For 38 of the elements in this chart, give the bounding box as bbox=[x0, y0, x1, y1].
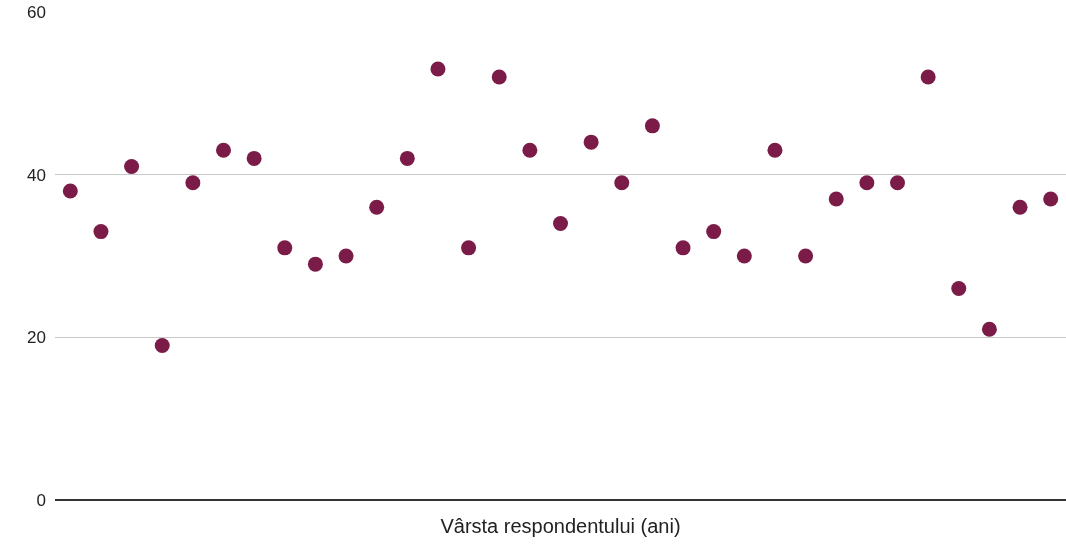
y-tick-label: 20 bbox=[27, 328, 46, 348]
point bbox=[736, 248, 752, 264]
point bbox=[124, 159, 140, 175]
point bbox=[951, 281, 967, 297]
point bbox=[154, 337, 170, 353]
point bbox=[491, 69, 507, 85]
point bbox=[369, 199, 385, 215]
x-axis-title: Vârsta respondentului (ani) bbox=[440, 514, 681, 537]
y-tick-label: 0 bbox=[36, 490, 46, 510]
point bbox=[675, 240, 691, 256]
point bbox=[859, 175, 875, 191]
point bbox=[62, 183, 78, 199]
point bbox=[1043, 191, 1059, 207]
point bbox=[430, 61, 446, 77]
point bbox=[307, 256, 323, 272]
point bbox=[828, 191, 844, 207]
point bbox=[798, 248, 814, 264]
point bbox=[216, 142, 231, 158]
point bbox=[890, 175, 905, 191]
point bbox=[522, 142, 538, 158]
point bbox=[767, 142, 783, 158]
point bbox=[920, 69, 936, 85]
point bbox=[1012, 199, 1028, 215]
point bbox=[399, 150, 415, 166]
point bbox=[644, 118, 660, 134]
point bbox=[614, 175, 630, 191]
point bbox=[277, 240, 293, 256]
point bbox=[583, 134, 599, 150]
point bbox=[553, 215, 568, 231]
point bbox=[461, 240, 477, 256]
point bbox=[246, 150, 262, 166]
point bbox=[706, 224, 722, 240]
point bbox=[93, 224, 109, 240]
y-tick-label: 60 bbox=[27, 2, 46, 22]
point bbox=[981, 321, 997, 337]
y-tick-label: 40 bbox=[27, 165, 46, 185]
point bbox=[185, 175, 201, 191]
point bbox=[338, 248, 354, 264]
